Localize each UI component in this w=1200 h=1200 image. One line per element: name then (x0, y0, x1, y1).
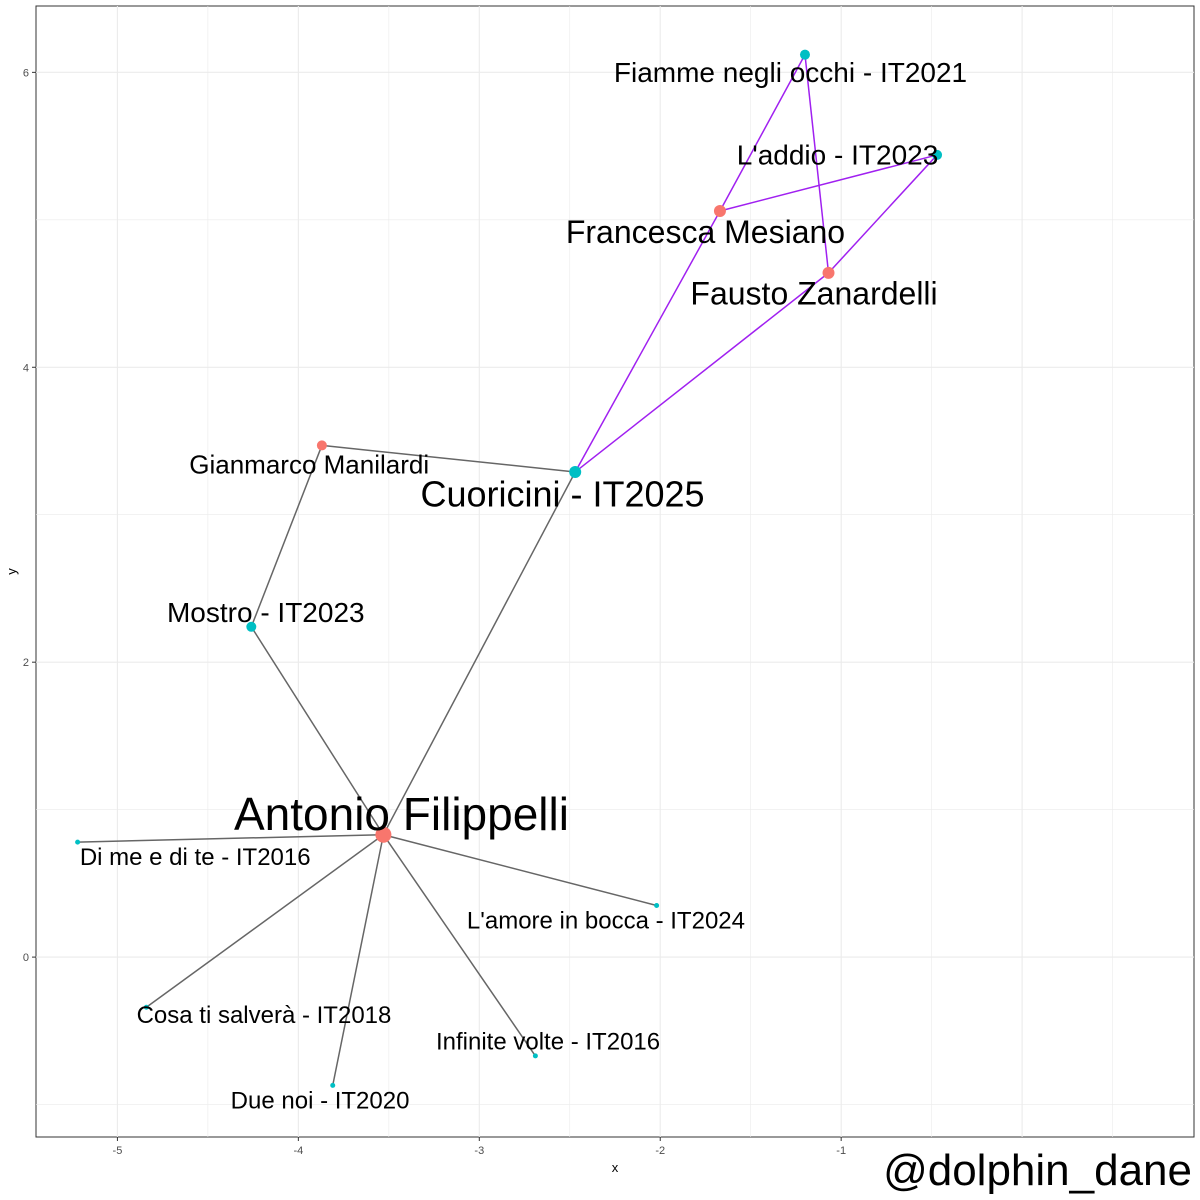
label-fiamme: Fiamme negli occhi - IT2021 (614, 57, 967, 88)
label-mostro: Mostro - IT2023 (167, 597, 365, 628)
edge-fausto-laddio (827, 154, 938, 274)
node-amore (654, 902, 660, 908)
edge-antonio-infinite (382, 834, 537, 1057)
edge-antonio-duenoi (332, 834, 385, 1086)
node-mostro (246, 621, 257, 632)
edge-antonio-mostro (250, 626, 385, 836)
node-layer (75, 49, 943, 1088)
label-infinite: Infinite volte - IT2016 (436, 1029, 660, 1056)
grid-lines (36, 6, 1194, 1137)
y-axis-title: y (4, 568, 19, 575)
edge-mostro-gianmarco (250, 445, 323, 628)
x-tick-label: -2 (655, 1145, 665, 1157)
node-fausto (822, 266, 835, 279)
node-gianmarco (316, 440, 327, 451)
edge-francesca-fiamme (719, 54, 806, 212)
edge-cuoricini-fausto (574, 272, 829, 473)
node-francesca (713, 204, 726, 217)
edge-antonio-amore (383, 833, 657, 907)
y-tick-label: 2 (23, 657, 29, 669)
edge-antonio-cuoricini (382, 471, 576, 836)
x-tick-label: -5 (113, 1145, 123, 1157)
node-infinite (532, 1053, 538, 1059)
edge-layer (77, 54, 938, 1086)
edge-fausto-fiamme (804, 54, 830, 273)
label-dime: Di me e di te - IT2016 (80, 844, 311, 871)
node-fiamme (799, 49, 810, 60)
label-cosa: Cosa ti salverà - IT2018 (137, 1002, 392, 1029)
edge-gianmarco-cuoricini (321, 444, 576, 473)
edge-francesca-laddio (719, 154, 938, 212)
x-tick-label: -3 (474, 1145, 484, 1157)
y-tick-label: 6 (23, 67, 29, 79)
node-cuoricini (569, 465, 582, 478)
node-antonio (375, 826, 392, 843)
edge-cuoricini-francesca (574, 210, 721, 473)
label-duenoi: Due noi - IT2020 (231, 1088, 410, 1115)
node-dime (75, 839, 81, 845)
node-cosa (143, 1004, 149, 1010)
label-laddio: L'addio - IT2023 (737, 140, 938, 171)
node-laddio (932, 149, 943, 160)
axis-ticks: -5 -4 -3 -2 -1 0 2 4 6 (23, 67, 846, 1157)
credit-handle: @dolphin_dane (883, 1146, 1192, 1195)
y-tick-label: 4 (23, 362, 29, 374)
edge-antonio-dime (77, 833, 384, 843)
label-antonio: Antonio Filippelli (234, 788, 569, 840)
label-layer: Antonio Filippelli Gianmarco Manilardi Fra… (80, 57, 967, 1114)
plot-panel (35, 5, 1195, 1138)
label-cuoricini: Cuoricini - IT2025 (420, 474, 704, 515)
x-axis-title: x (612, 1160, 619, 1175)
label-fausto: Fausto Zanardelli (690, 276, 937, 312)
node-duenoi (330, 1082, 336, 1088)
x-tick-label: -4 (293, 1145, 303, 1157)
label-gianmarco: Gianmarco Manilardi (189, 450, 429, 480)
label-francesca: Francesca Mesiano (566, 214, 845, 250)
x-tick-label: -1 (836, 1145, 846, 1157)
edge-antonio-cosa (145, 834, 384, 1008)
label-amore: L'amore in bocca - IT2024 (467, 908, 745, 935)
y-tick-label: 0 (23, 952, 29, 964)
